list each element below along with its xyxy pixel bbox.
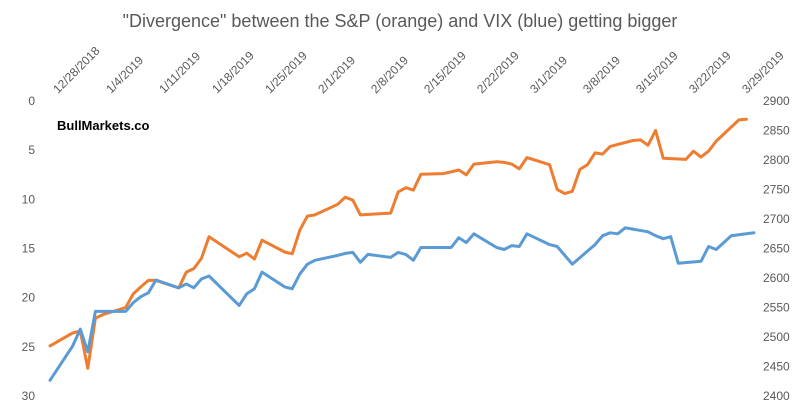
right-tick-label: 2600 xyxy=(763,271,790,285)
vix-line xyxy=(48,226,756,382)
right-tick-label: 2450 xyxy=(763,360,790,374)
right-axis: 2400 2450 2500 2550 2600 2650 2700 2750 2800 2850… xyxy=(763,94,790,403)
right-tick-label: 2550 xyxy=(763,301,790,315)
left-tick-label: 30 xyxy=(22,389,36,403)
left-tick-label: 20 xyxy=(22,291,36,305)
left-tick-label: 0 xyxy=(28,94,35,108)
left-tick-label: 5 xyxy=(28,143,35,157)
right-tick-label: 2700 xyxy=(763,212,790,226)
right-tick-label: 2900 xyxy=(763,94,790,108)
right-tick-label: 2500 xyxy=(763,330,790,344)
watermark: BullMarkets.co xyxy=(57,118,150,133)
left-tick-label: 25 xyxy=(22,340,36,354)
right-tick-label: 2650 xyxy=(763,242,790,256)
left-tick-label: 10 xyxy=(22,192,36,206)
chart-title: "Divergence" between the S&P (orange) an… xyxy=(123,11,678,31)
right-tick-label: 2400 xyxy=(763,389,790,403)
left-axis: 0 5 10 15 20 25 30 xyxy=(22,94,36,403)
right-tick-label: 2850 xyxy=(763,124,790,138)
right-tick-label: 2750 xyxy=(763,183,790,197)
right-tick-label: 2800 xyxy=(763,153,790,167)
left-tick-label: 15 xyxy=(22,242,36,256)
plot-area xyxy=(48,117,756,382)
